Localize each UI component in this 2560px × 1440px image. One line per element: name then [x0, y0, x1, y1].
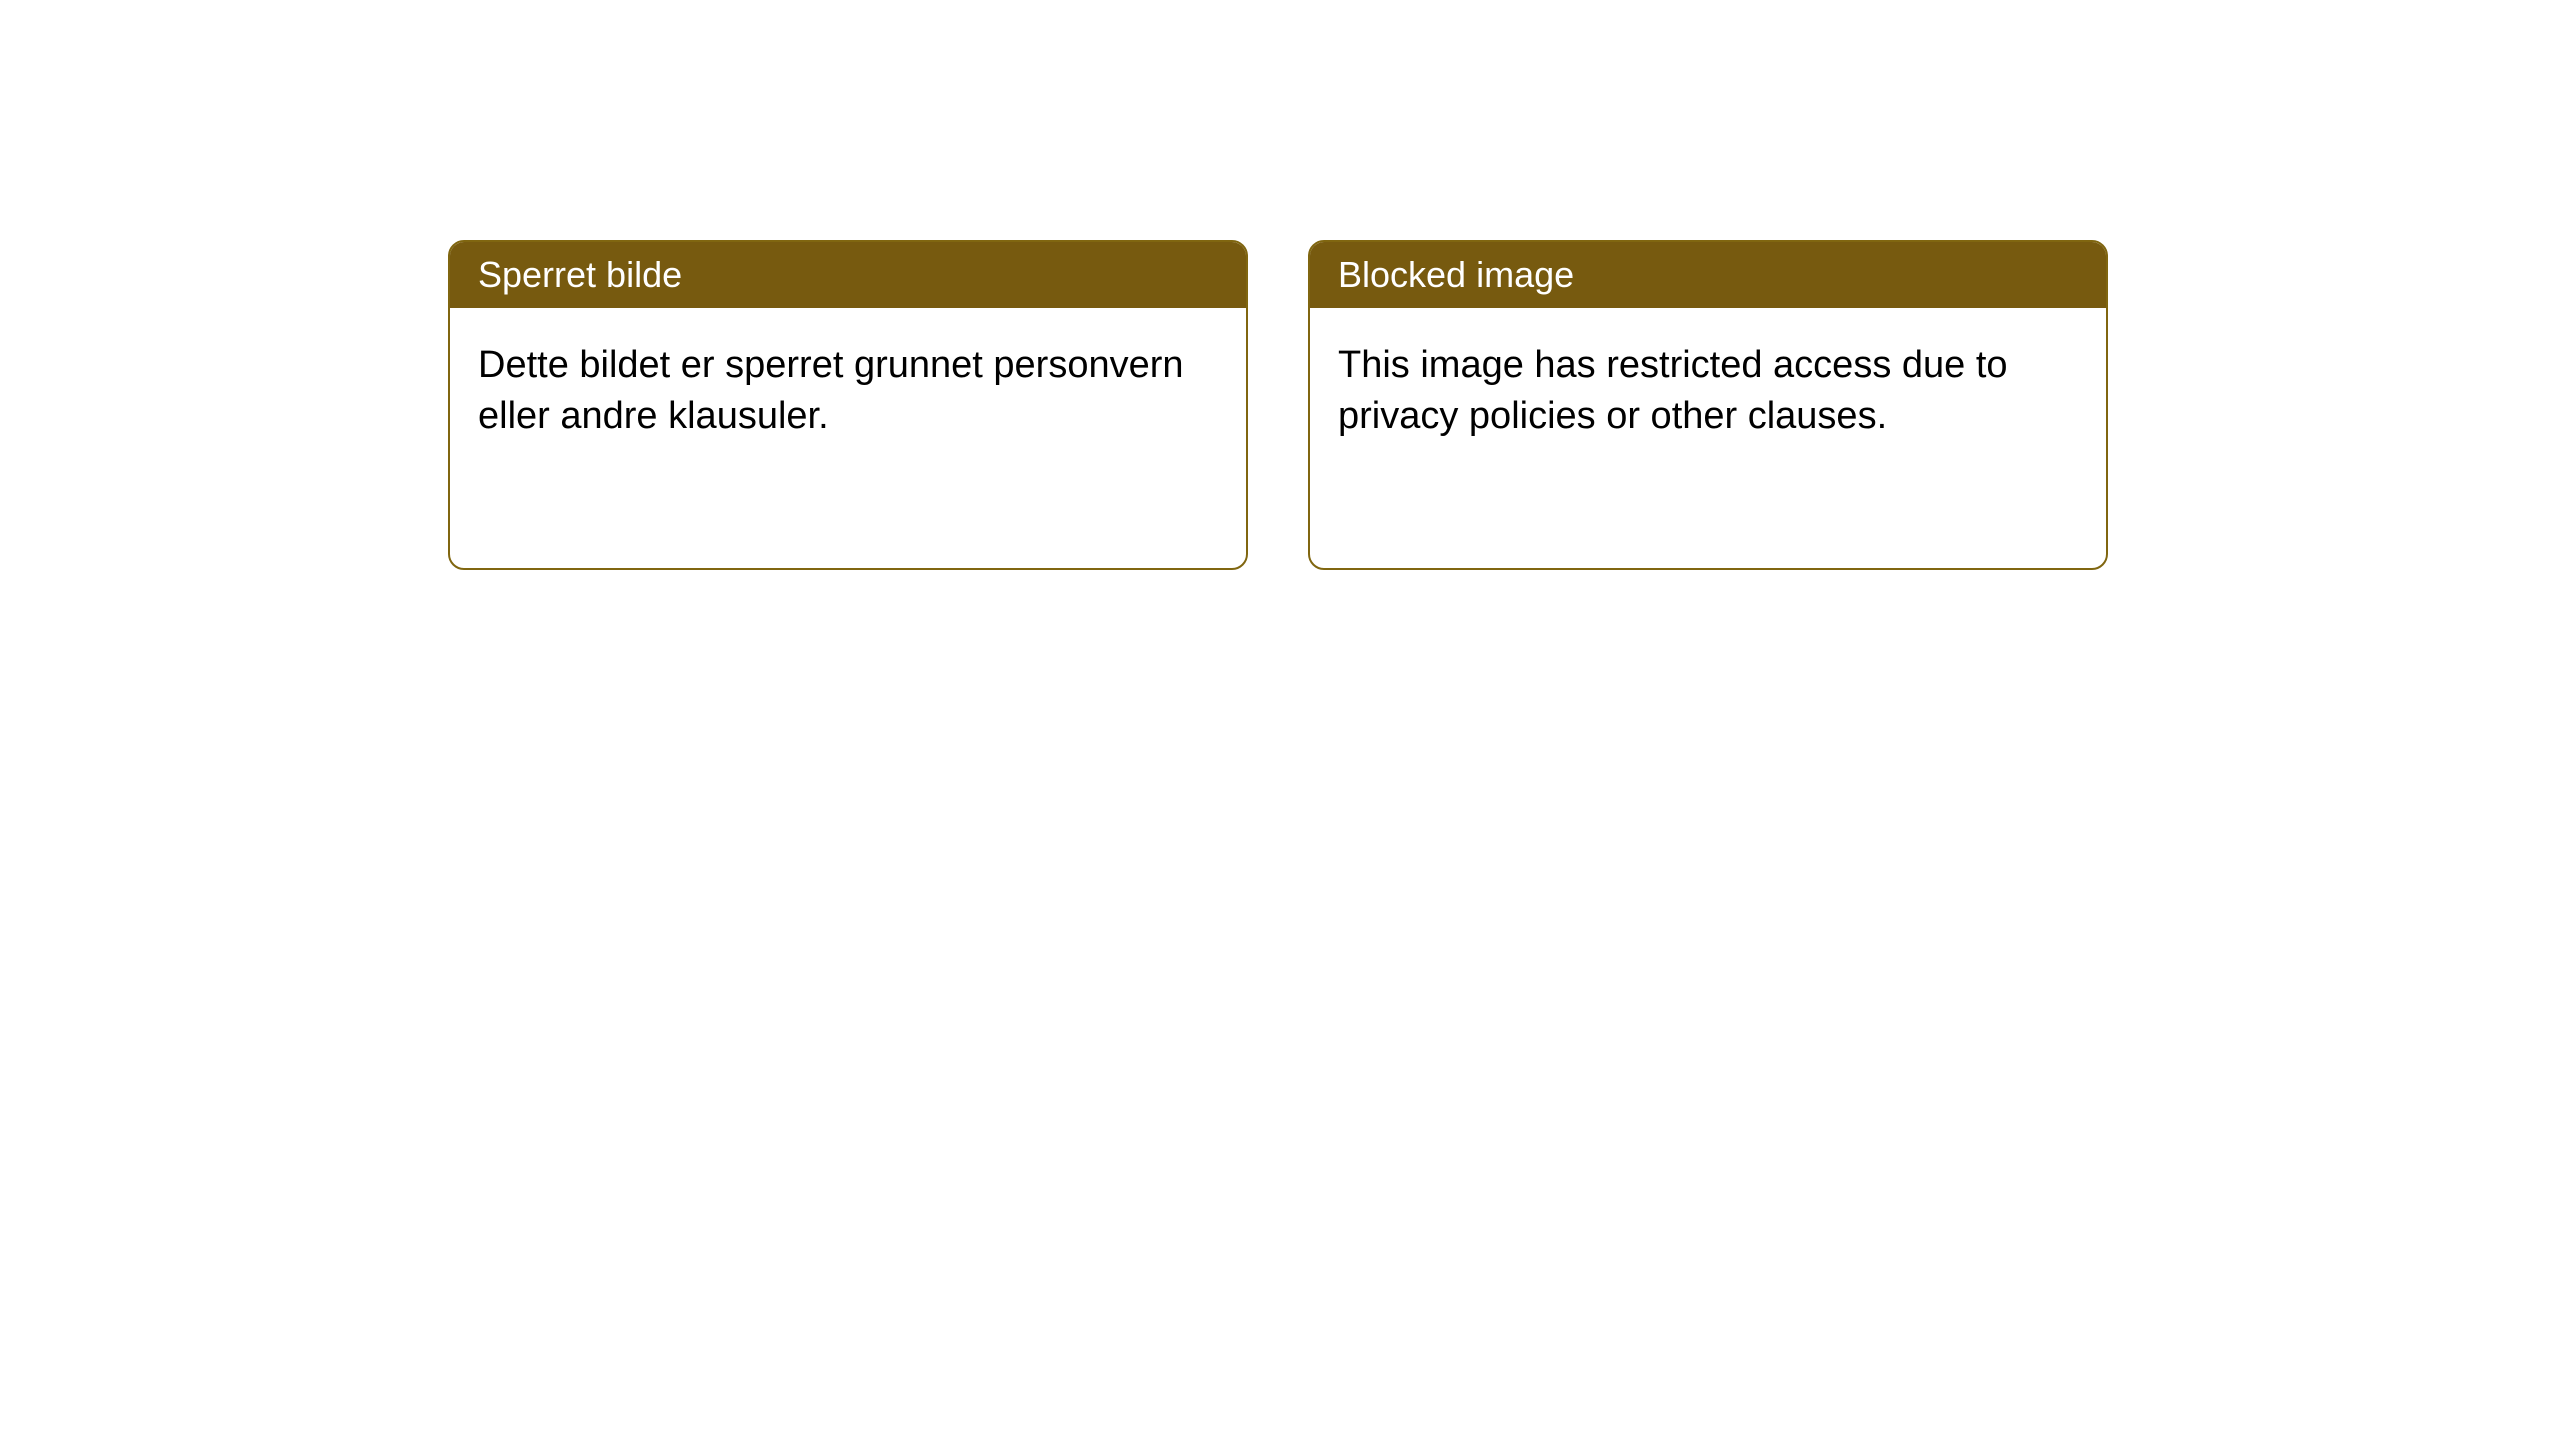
- card-title-en: Blocked image: [1310, 242, 2106, 308]
- blocked-image-card-en: Blocked image This image has restricted …: [1308, 240, 2108, 570]
- card-body-en: This image has restricted access due to …: [1310, 308, 2106, 568]
- notice-cards-container: Sperret bilde Dette bildet er sperret gr…: [448, 240, 2108, 570]
- blocked-image-card-no: Sperret bilde Dette bildet er sperret gr…: [448, 240, 1248, 570]
- card-body-no: Dette bildet er sperret grunnet personve…: [450, 308, 1246, 568]
- card-title-no: Sperret bilde: [450, 242, 1246, 308]
